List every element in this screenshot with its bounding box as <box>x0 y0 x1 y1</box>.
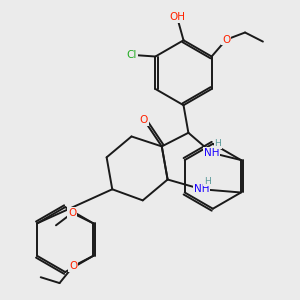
Text: NH: NH <box>194 184 209 194</box>
Text: O: O <box>69 261 77 271</box>
Text: Cl: Cl <box>127 50 137 60</box>
Text: OH: OH <box>169 12 185 22</box>
Text: NH: NH <box>204 148 220 158</box>
Text: H: H <box>214 139 221 148</box>
Text: O: O <box>140 115 148 125</box>
Text: H: H <box>204 177 211 186</box>
Text: O: O <box>68 208 76 218</box>
Text: O: O <box>222 34 230 45</box>
